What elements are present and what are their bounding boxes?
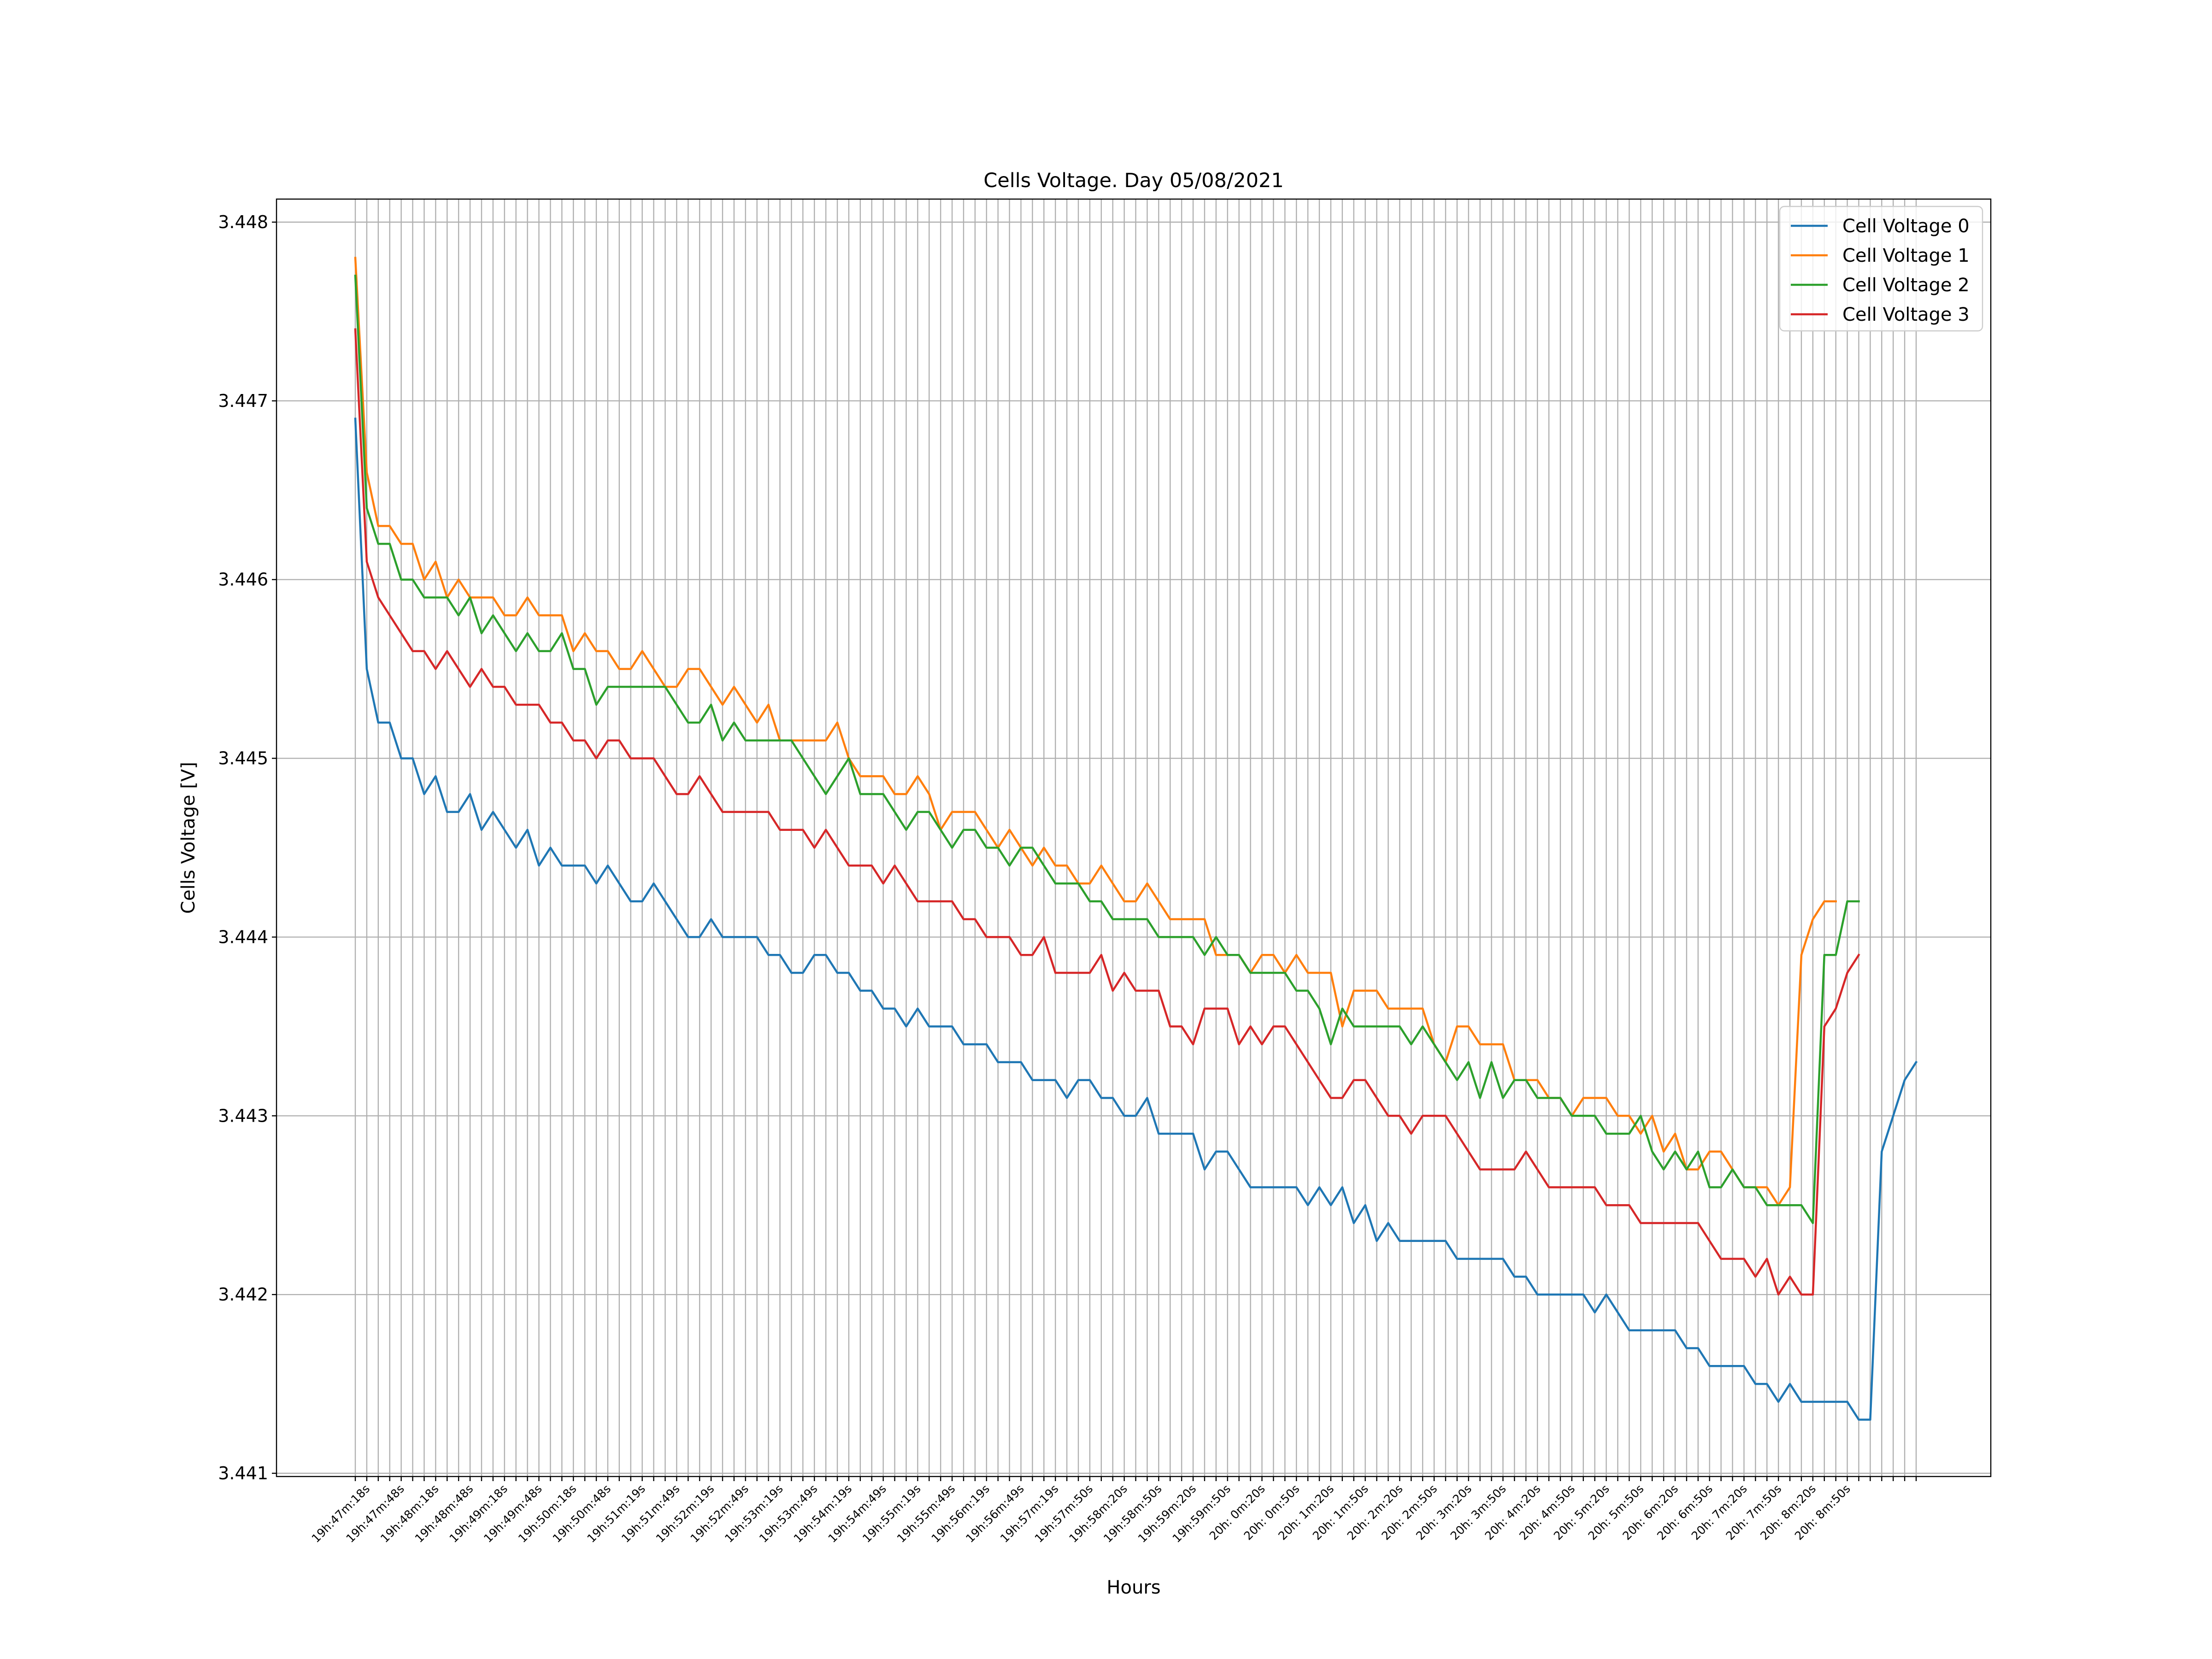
legend-entry: Cell Voltage 1 xyxy=(1791,245,1970,266)
plot-area-frame xyxy=(276,198,1992,1477)
legend-entry: Cell Voltage 0 xyxy=(1791,216,1970,237)
legend-label: Cell Voltage 2 xyxy=(1842,275,1970,296)
y-axis: 3.441 3.442 3.443 3.444 3.445 3.446 3.447 3.448 xyxy=(218,212,276,1483)
x-gridlines xyxy=(354,199,1917,1477)
series-line-cell-voltage-0 xyxy=(354,418,1918,1421)
legend-entry: Cell Voltage 3 xyxy=(1791,304,1970,325)
legend: Cell Voltage 0 Cell Voltage 1 Cell Volta… xyxy=(1779,206,1983,332)
y-tick-label: 3.442 xyxy=(218,1284,268,1305)
plot-area-background xyxy=(276,199,1991,1477)
series-line-cell-voltage-2 xyxy=(354,275,1860,1224)
series-line-cell-voltage-1 xyxy=(354,257,1837,1206)
legend-label: Cell Voltage 3 xyxy=(1842,304,1970,325)
legend-label: Cell Voltage 0 xyxy=(1842,216,1970,237)
y-tick-label: 3.445 xyxy=(218,748,268,769)
legend-box xyxy=(1779,206,1983,332)
y-tick-label: 3.447 xyxy=(218,391,268,411)
legend-entry: Cell Voltage 2 xyxy=(1791,275,1970,296)
y-tick-label: 3.443 xyxy=(218,1106,268,1126)
series-line-cell-voltage-3 xyxy=(354,328,1860,1296)
x-axis-label: Hours xyxy=(1106,1577,1160,1598)
y-tick-label: 3.446 xyxy=(218,570,268,590)
chart-title: Cells Voltage. Day 05/08/2021 xyxy=(983,169,1284,192)
y-axis-label: Cells Voltage [V] xyxy=(178,762,199,914)
legend-label: Cell Voltage 1 xyxy=(1842,245,1970,266)
series-lines xyxy=(354,257,1918,1421)
y-tick-label: 3.448 xyxy=(218,212,268,232)
y-tick-label: 3.441 xyxy=(218,1463,268,1483)
y-tick-label: 3.444 xyxy=(218,927,268,947)
